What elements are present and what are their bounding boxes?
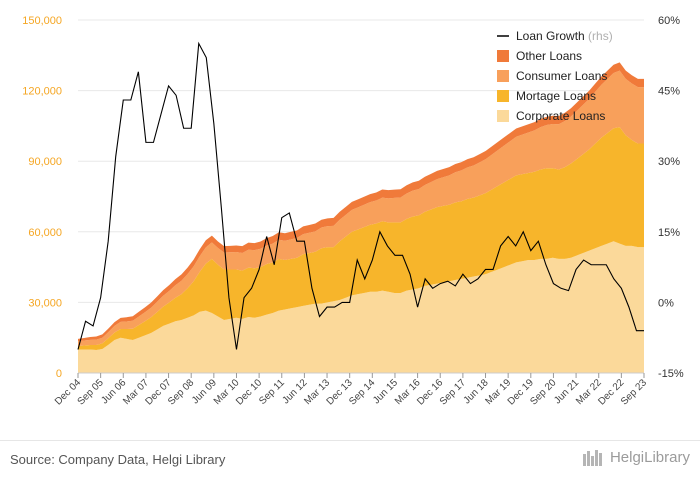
y-tick-label: 30,000 [28, 297, 62, 309]
y-tick-label: 60,000 [28, 227, 62, 239]
legend-consumer-loans-label: Consumer Loans [516, 69, 607, 83]
area-other-loans [78, 62, 644, 342]
y2-tick-label: 30% [658, 156, 680, 168]
legend-mortage-loans-label: Mortage Loans [516, 89, 596, 103]
loan-growth-line-group [77, 41, 644, 350]
legend-corporate-loans-label: Corporate Loans [516, 109, 605, 123]
y-tick-label: 0 [56, 368, 62, 380]
y-tick-label: 90,000 [28, 156, 62, 168]
source-note: Source: Company Data, Helgi Library [10, 452, 226, 467]
brand-logo: HelgiLibrary [582, 448, 690, 466]
legend-consumer-loans-swatch [497, 70, 509, 82]
legend-mortage-loans-swatch [497, 90, 509, 102]
y-tick-label: 120,000 [22, 86, 62, 98]
x-tick-label: Sep 14 [347, 377, 377, 407]
y2-tick-label: 60% [658, 15, 680, 27]
area-mortage-loans [78, 127, 644, 350]
footer-divider [0, 440, 700, 441]
legend-corporate-loans-swatch [497, 110, 509, 122]
brand-name: HelgiLibrary [609, 448, 690, 466]
legend-loan-growth-label: Loan Growth (rhs) [516, 29, 613, 43]
legend-rhs-suffix: (rhs) [588, 29, 613, 43]
x-tick-label: Sep 05 [76, 377, 106, 407]
loan-growth-line [77, 41, 644, 350]
y2-tick-label: -15% [658, 368, 684, 380]
x-tick-label: Sep 17 [438, 377, 468, 407]
x-tick-label: Sep 08 [166, 377, 196, 407]
area-consumer-loans [78, 70, 644, 346]
y2-tick-label: 0% [658, 297, 674, 309]
y2-tick-label: 45% [658, 86, 680, 98]
area-corporate-loans [78, 241, 644, 373]
stacked-areas [78, 62, 644, 373]
legend-other-loans-swatch [497, 50, 509, 62]
legend-other-loans-label: Other Loans [516, 49, 582, 63]
x-tick-label: Sep 23 [619, 377, 649, 407]
chart: 0 30,000 60,000 90,000 120,000 150,000 -15% 0% 1… [22, 15, 684, 408]
legend: Loan Growth (rhs) Other Loans Consumer Loa… [497, 29, 613, 123]
library-icon [582, 450, 602, 466]
y2-tick-label: 15% [658, 227, 680, 239]
y-tick-label: 150,000 [22, 15, 62, 27]
x-tick-label: Sep 11 [257, 377, 287, 407]
x-tick-label: Sep 20 [528, 377, 558, 407]
